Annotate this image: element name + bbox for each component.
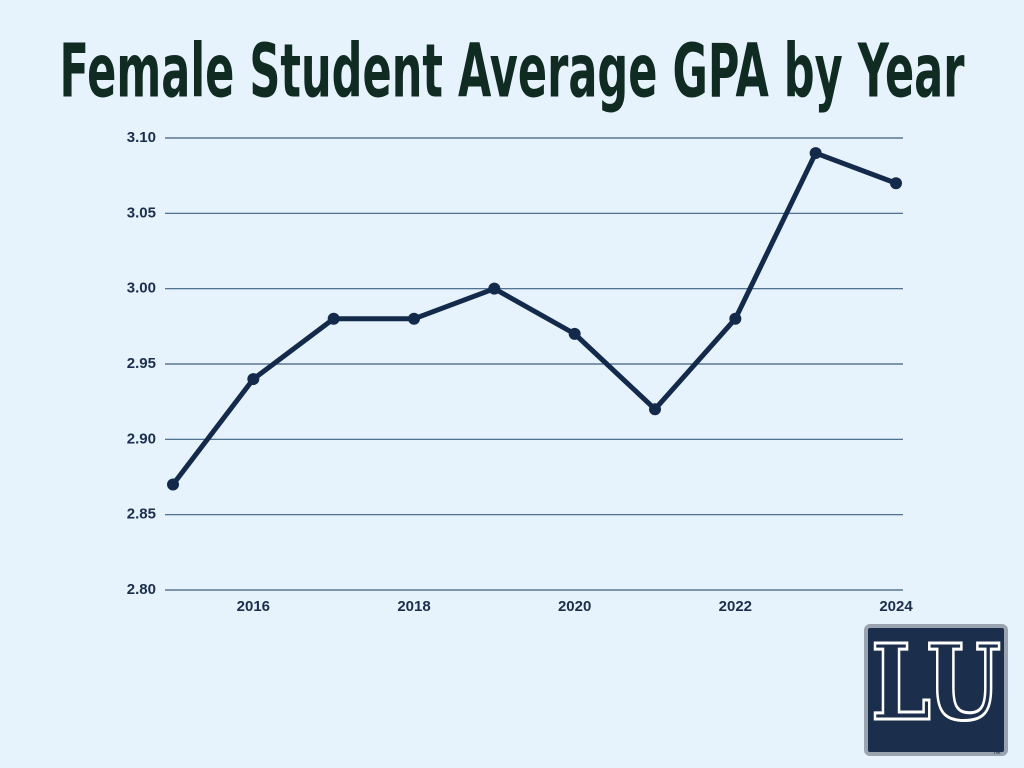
logo-text: LU	[871, 621, 1001, 744]
data-point	[488, 282, 501, 295]
y-tick-label: 3.00	[127, 280, 156, 297]
data-point	[649, 403, 661, 416]
x-tick-label: 2018	[397, 598, 430, 615]
x-tick-label: 2020	[558, 598, 591, 615]
data-point	[568, 327, 581, 340]
data-point	[167, 478, 179, 491]
data-point	[809, 147, 822, 160]
x-tick-label: 2022	[719, 598, 752, 615]
y-tick-label: 2.90	[127, 430, 156, 447]
y-tick-label: 2.85	[127, 506, 156, 523]
logo: LU ™	[864, 620, 1008, 758]
y-tick-label: 2.80	[127, 581, 156, 598]
x-tick-label: 2016	[237, 598, 270, 615]
y-tick-label: 2.95	[127, 355, 156, 372]
data-point	[247, 373, 260, 386]
data-line	[171, 150, 897, 487]
y-tick-label: 3.10	[127, 129, 156, 146]
data-point	[890, 177, 902, 190]
chart-title: Female Student Average GPA by Year	[60, 29, 965, 115]
x-tick-label: 2024	[879, 598, 913, 615]
y-tick-label: 3.05	[127, 204, 156, 221]
logo-badge	[864, 624, 1008, 756]
data-point	[408, 312, 420, 325]
data-point	[729, 312, 742, 325]
data-point	[327, 312, 340, 325]
logo-trademark: ™	[992, 748, 1001, 758]
